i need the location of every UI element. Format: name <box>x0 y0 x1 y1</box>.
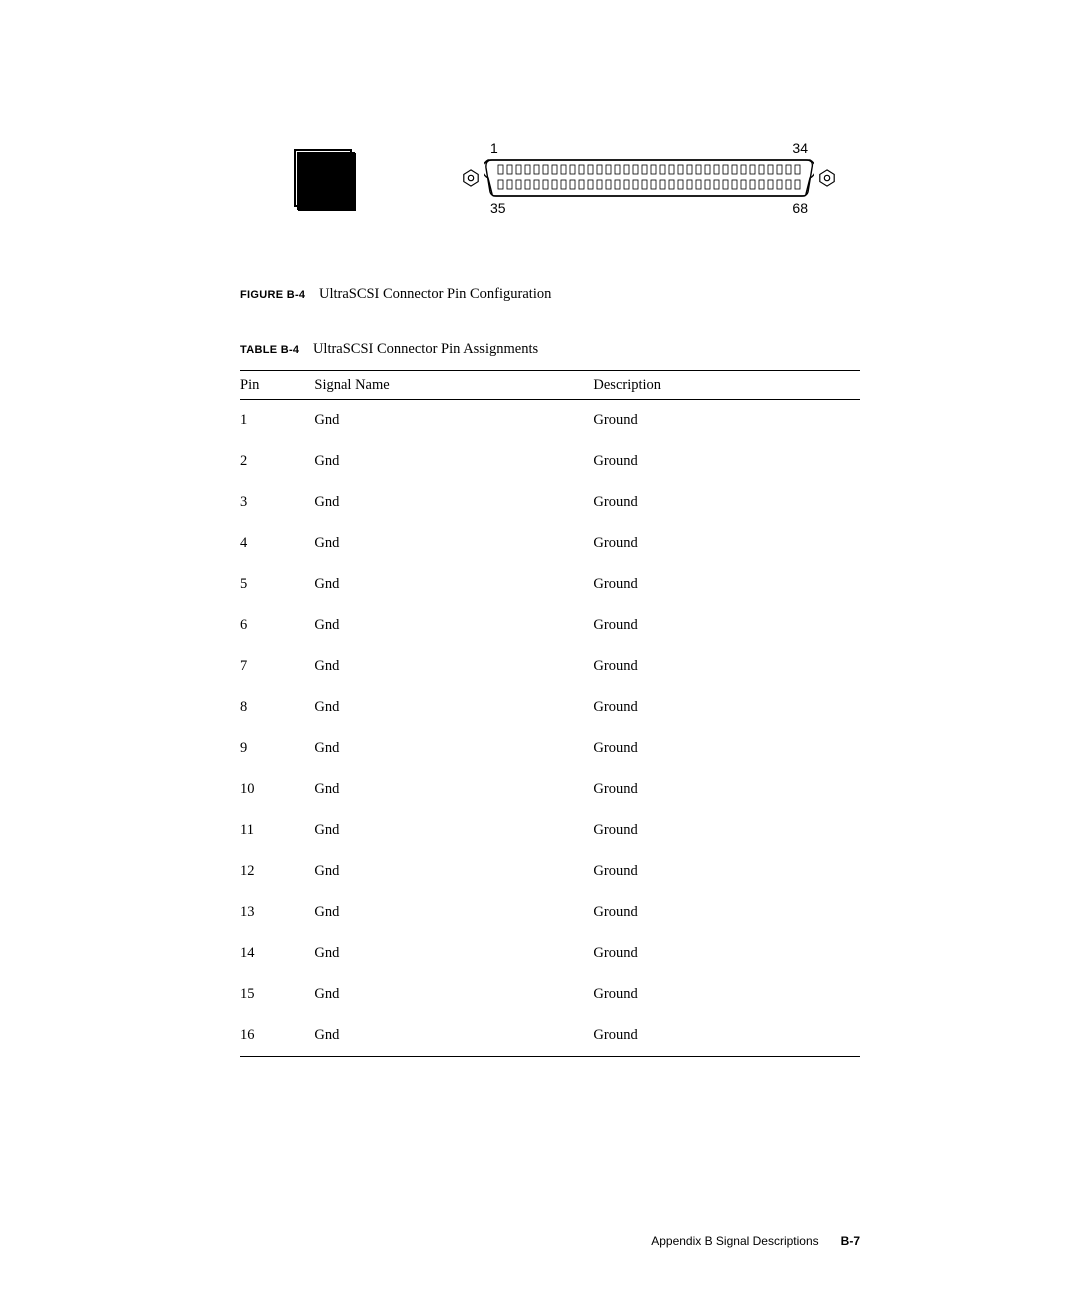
cell-desc: Ground <box>593 933 860 974</box>
cell-desc: Ground <box>593 810 860 851</box>
table-row: 6GndGround <box>240 605 860 646</box>
figure-caption-label: FIGURE B-4 <box>240 289 305 301</box>
table-row: 15GndGround <box>240 974 860 1015</box>
table-row: 3GndGround <box>240 482 860 523</box>
pin-assignment-table: Pin Signal Name Description 1GndGround2G… <box>240 370 860 1057</box>
cell-signal: Gnd <box>314 441 593 482</box>
table-row: 1GndGround <box>240 400 860 442</box>
diamond-scsi-icon <box>294 149 352 207</box>
table-caption-label: TABLE B-4 <box>240 344 299 356</box>
footer-page: B-7 <box>841 1234 860 1248</box>
connector-body <box>484 158 814 198</box>
cell-pin: 9 <box>240 728 314 769</box>
cell-signal: Gnd <box>314 646 593 687</box>
cell-desc: Ground <box>593 892 860 933</box>
cell-signal: Gnd <box>314 687 593 728</box>
cell-pin: 11 <box>240 810 314 851</box>
cell-pin: 3 <box>240 482 314 523</box>
cell-signal: Gnd <box>314 564 593 605</box>
footer-text: Appendix B Signal Descriptions <box>651 1234 818 1248</box>
cell-pin: 7 <box>240 646 314 687</box>
cell-desc: Ground <box>593 400 860 442</box>
table-row: 5GndGround <box>240 564 860 605</box>
table-row: 14GndGround <box>240 933 860 974</box>
cell-desc: Ground <box>593 646 860 687</box>
cell-desc: Ground <box>593 441 860 482</box>
cell-signal: Gnd <box>314 892 593 933</box>
table-row: 2GndGround <box>240 441 860 482</box>
cell-signal: Gnd <box>314 400 593 442</box>
cell-pin: 5 <box>240 564 314 605</box>
screw-right-icon <box>818 169 836 187</box>
figure-connector: 1 34 <box>270 140 860 216</box>
table-row: 7GndGround <box>240 646 860 687</box>
cell-signal: Gnd <box>314 482 593 523</box>
cell-pin: 10 <box>240 769 314 810</box>
figure-caption-text: UltraSCSI Connector Pin Configuration <box>319 286 551 302</box>
cell-signal: Gnd <box>314 1015 593 1057</box>
table-row: 10GndGround <box>240 769 860 810</box>
cell-desc: Ground <box>593 564 860 605</box>
screw-left-icon <box>462 169 480 187</box>
table-row: 12GndGround <box>240 851 860 892</box>
cell-signal: Gnd <box>314 728 593 769</box>
cell-pin: 8 <box>240 687 314 728</box>
table-caption-text: UltraSCSI Connector Pin Assignments <box>313 341 538 357</box>
col-desc: Description <box>593 371 860 400</box>
table-row: 8GndGround <box>240 687 860 728</box>
col-pin: Pin <box>240 371 314 400</box>
cell-pin: 13 <box>240 892 314 933</box>
page-footer: Appendix B Signal Descriptions B-7 <box>651 1234 860 1248</box>
cell-signal: Gnd <box>314 810 593 851</box>
table-row: 16GndGround <box>240 1015 860 1057</box>
cell-pin: 2 <box>240 441 314 482</box>
col-signal: Signal Name <box>314 371 593 400</box>
table-row: 11GndGround <box>240 810 860 851</box>
cell-desc: Ground <box>593 851 860 892</box>
cell-signal: Gnd <box>314 605 593 646</box>
cell-signal: Gnd <box>314 523 593 564</box>
cell-pin: 12 <box>240 851 314 892</box>
cell-pin: 15 <box>240 974 314 1015</box>
cell-desc: Ground <box>593 1015 860 1057</box>
connector-diagram: 1 34 <box>462 140 836 216</box>
cell-desc: Ground <box>593 769 860 810</box>
table-caption: TABLE B-4 UltraSCSI Connector Pin Assign… <box>240 341 860 358</box>
cell-desc: Ground <box>593 482 860 523</box>
cell-pin: 1 <box>240 400 314 442</box>
pin-label-tl: 1 <box>490 140 498 156</box>
pin-label-tr: 34 <box>792 140 808 156</box>
table-row: 9GndGround <box>240 728 860 769</box>
cell-signal: Gnd <box>314 851 593 892</box>
pin-label-bl: 35 <box>490 200 506 216</box>
cell-signal: Gnd <box>314 974 593 1015</box>
cell-pin: 6 <box>240 605 314 646</box>
table-row: 4GndGround <box>240 523 860 564</box>
cell-desc: Ground <box>593 605 860 646</box>
cell-pin: 14 <box>240 933 314 974</box>
pin-label-br: 68 <box>792 200 808 216</box>
cell-desc: Ground <box>593 728 860 769</box>
cell-pin: 4 <box>240 523 314 564</box>
cell-signal: Gnd <box>314 769 593 810</box>
cell-signal: Gnd <box>314 933 593 974</box>
cell-desc: Ground <box>593 974 860 1015</box>
cell-desc: Ground <box>593 687 860 728</box>
figure-caption: FIGURE B-4 UltraSCSI Connector Pin Confi… <box>240 286 860 303</box>
cell-desc: Ground <box>593 523 860 564</box>
cell-pin: 16 <box>240 1015 314 1057</box>
table-row: 13GndGround <box>240 892 860 933</box>
